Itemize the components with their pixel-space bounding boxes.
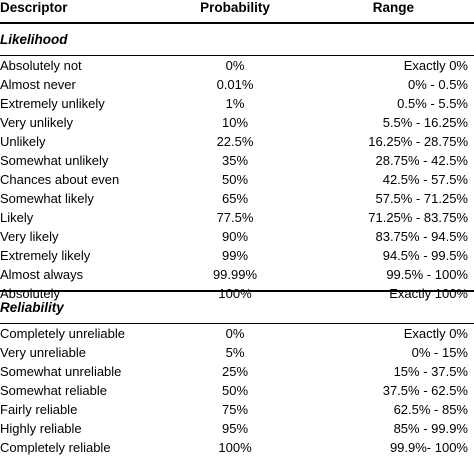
header-probability: Probability [200,0,270,15]
table-row: Almost always 99.99% 99.5% - 100% [0,265,474,284]
cell-range: 0% - 15% [411,345,468,360]
cell-descriptor: Chances about even [0,172,120,187]
table-row: Absolutely 100% Exactly 100% [0,284,474,303]
table-row: Somewhat reliable 50% 37.5% - 62.5% [0,381,474,400]
cell-descriptor: Completely reliable [0,440,111,455]
cell-range: Exactly 100% [389,286,468,301]
table-row: Highly reliable 95% 85% - 99.9% [0,419,474,438]
cell-descriptor: Likely [0,210,34,225]
cell-descriptor: Almost always [0,267,84,282]
cell-descriptor: Extremely unlikely [0,96,105,111]
cell-probability: 99% [221,248,249,263]
cell-descriptor: Completely unreliable [0,326,126,341]
table-row: Likely 77.5% 71.25% - 83.75% [0,208,474,227]
cell-range: 15% - 37.5% [393,364,468,379]
table-row: Very likely 90% 83.75% - 94.5% [0,227,474,246]
section-divider [0,290,474,292]
table-row: Completely unreliable 0% Exactly 0% [0,324,474,343]
cell-range: 62.5% - 85% [393,402,468,417]
cell-probability: 50% [221,383,249,398]
cell-range: 5.5% - 16.25% [382,115,468,130]
cell-descriptor: Almost never [0,77,76,92]
cell-range: 99.5% - 100% [386,267,468,282]
cell-descriptor: Very unreliable [0,345,86,360]
cell-probability: 1% [225,96,245,111]
header-range: Range [372,0,414,15]
cell-probability: 65% [221,191,249,206]
table-header: Descriptor Probability Range [0,0,474,22]
table-row: Extremely unlikely 1% 0.5% - 5.5% [0,94,474,113]
table-row: Somewhat unlikely 35% 28.75% - 42.5% [0,151,474,170]
cell-range: 0% - 0.5% [408,77,468,92]
cell-probability: 75% [221,402,249,417]
cell-descriptor: Highly reliable [0,421,82,436]
header-descriptor: Descriptor [0,0,68,15]
cell-probability: 0% [225,58,245,73]
table-row: Somewhat unreliable 25% 15% - 37.5% [0,362,474,381]
cell-probability: 0% [225,326,245,341]
table-row: Absolutely not 0% Exactly 0% [0,56,474,75]
cell-descriptor: Somewhat unlikely [0,153,109,168]
cell-range: 57.5% - 71.25% [375,191,468,206]
cell-descriptor: Somewhat unreliable [0,364,122,379]
table-row: Fairly reliable 75% 62.5% - 85% [0,400,474,419]
cell-descriptor: Fairly reliable [0,402,78,417]
reliability-rule [0,323,474,324]
table-row: Almost never 0.01% 0% - 0.5% [0,75,474,94]
table-row: Completely reliable 100% 99.9%- 100% [0,438,474,457]
cell-range: 28.75% - 42.5% [375,153,468,168]
cell-range: 99.9%- 100% [389,440,468,455]
cell-range: 42.5% - 57.5% [382,172,468,187]
cell-range: 71.25% - 83.75% [368,210,468,225]
cell-descriptor: Extremely likely [0,248,91,263]
cell-range: Exactly 0% [403,58,468,73]
section-title-reliability: Reliability [0,300,64,315]
cell-probability: 25% [221,364,249,379]
cell-range: 94.5% - 99.5% [382,248,468,263]
cell-descriptor: Somewhat reliable [0,383,107,398]
cell-range: 85% - 99.9% [393,421,468,436]
cell-range: 83.75% - 94.5% [375,229,468,244]
table-row: Extremely likely 99% 94.5% - 99.5% [0,246,474,265]
cell-probability: 95% [221,421,249,436]
likelihood-rule [0,55,474,56]
cell-range: 0.5% - 5.5% [397,96,468,111]
cell-range: 16.25% - 28.75% [368,134,468,149]
cell-probability: 99.99% [212,267,258,282]
cell-descriptor: Very unlikely [0,115,73,130]
cell-probability: 5% [225,345,245,360]
table-row: Very unlikely 10% 5.5% - 16.25% [0,113,474,132]
table-row: Somewhat likely 65% 57.5% - 71.25% [0,189,474,208]
section-title-likelihood: Likelihood [0,32,68,47]
cell-probability: 35% [221,153,249,168]
cell-probability: 0.01% [216,77,254,92]
cell-descriptor: Very likely [0,229,59,244]
cell-probability: 77.5% [216,210,254,225]
cell-probability: 22.5% [216,134,254,149]
cell-descriptor: Absolutely [0,286,60,301]
table-row: Chances about even 50% 42.5% - 57.5% [0,170,474,189]
cell-probability: 100% [218,440,252,455]
cell-probability: 50% [221,172,249,187]
cell-descriptor: Absolutely not [0,58,82,73]
cell-range: Exactly 0% [403,326,468,341]
cell-descriptor: Unlikely [0,134,46,149]
cell-descriptor: Somewhat likely [0,191,94,206]
table-row: Unlikely 22.5% 16.25% - 28.75% [0,132,474,151]
header-rule [0,22,474,24]
cell-range: 37.5% - 62.5% [382,383,468,398]
cell-probability: 90% [221,229,249,244]
table-row: Very unreliable 5% 0% - 15% [0,343,474,362]
cell-probability: 100% [218,286,252,301]
cell-probability: 10% [221,115,249,130]
